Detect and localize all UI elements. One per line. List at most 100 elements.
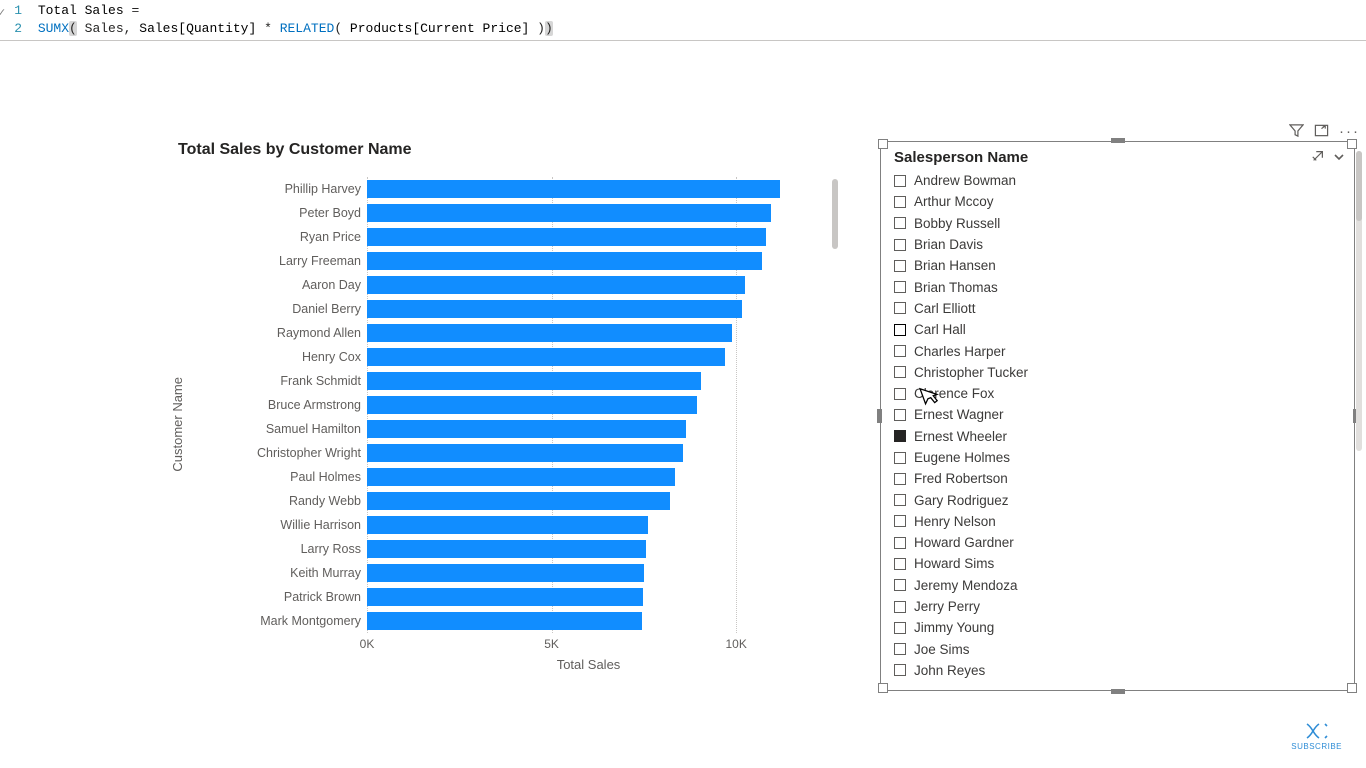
slicer-item[interactable]: Jimmy Young: [894, 617, 1345, 638]
bar-fill[interactable]: [367, 276, 745, 294]
dax-formula-bar[interactable]: ✓ 1 Total Sales = 2 SUMX( Sales, Sales[Q…: [0, 0, 1366, 41]
slicer-item[interactable]: Eugene Holmes: [894, 447, 1345, 468]
slicer-item[interactable]: Fred Robertson: [894, 468, 1345, 489]
clear-selections-icon[interactable]: [1311, 149, 1325, 166]
more-options-icon[interactable]: ···: [1339, 123, 1360, 142]
slicer-item[interactable]: Joe Sims: [894, 639, 1345, 660]
slicer-item[interactable]: Charles Harper: [894, 340, 1345, 361]
slicer-checkbox[interactable]: [894, 302, 906, 314]
bar-fill[interactable]: [367, 516, 648, 534]
bar-fill[interactable]: [367, 324, 732, 342]
slicer-checkbox[interactable]: [894, 175, 906, 187]
resize-handle[interactable]: [878, 683, 888, 693]
resize-handle[interactable]: [1347, 683, 1357, 693]
slicer-item[interactable]: Gary Rodriguez: [894, 489, 1345, 510]
formula-line-2[interactable]: 2 SUMX( Sales, Sales[Quantity] * RELATED…: [4, 20, 1362, 38]
slicer-item[interactable]: Carl Hall: [894, 319, 1345, 340]
bar-row[interactable]: Keith Murray: [191, 561, 810, 585]
bar-row[interactable]: Willie Harrison: [191, 513, 810, 537]
slicer-item[interactable]: Ernest Wagner: [894, 404, 1345, 425]
bar-row[interactable]: Mark Montgomery: [191, 609, 810, 633]
bar-row[interactable]: Christopher Wright: [191, 441, 810, 465]
bar-fill[interactable]: [367, 180, 780, 198]
slicer-item[interactable]: Henry Nelson: [894, 511, 1345, 532]
slicer-checkbox[interactable]: [894, 537, 906, 549]
slicer-item[interactable]: John Reyes: [894, 660, 1345, 681]
slicer-checkbox[interactable]: [894, 473, 906, 485]
report-canvas[interactable]: ··· Total Sales by Customer Name Custome…: [0, 41, 1366, 765]
bar-row[interactable]: Aaron Day: [191, 273, 810, 297]
bar-row[interactable]: Larry Freeman: [191, 249, 810, 273]
bar-row[interactable]: Larry Ross: [191, 537, 810, 561]
focus-mode-icon[interactable]: [1314, 123, 1329, 142]
slicer-item[interactable]: Andrew Bowman: [894, 170, 1345, 191]
bar-chart-visual[interactable]: Total Sales by Customer Name Customer Na…: [170, 141, 810, 672]
bar-fill[interactable]: [367, 540, 646, 558]
slicer-item[interactable]: Christopher Tucker: [894, 362, 1345, 383]
slicer-item[interactable]: Jerry Perry: [894, 596, 1345, 617]
bar-row[interactable]: Henry Cox: [191, 345, 810, 369]
bar-row[interactable]: Bruce Armstrong: [191, 393, 810, 417]
slicer-item[interactable]: Carl Elliott: [894, 298, 1345, 319]
slicer-item[interactable]: Clarence Fox: [894, 383, 1345, 404]
bar-fill[interactable]: [367, 588, 643, 606]
slicer-checkbox[interactable]: [894, 239, 906, 251]
bar-fill[interactable]: [367, 612, 642, 630]
filter-icon[interactable]: [1289, 123, 1304, 142]
formula-line-1[interactable]: 1 Total Sales =: [4, 2, 1362, 20]
bar-row[interactable]: Patrick Brown: [191, 585, 810, 609]
bar-row[interactable]: Frank Schmidt: [191, 369, 810, 393]
slicer-checkbox[interactable]: [894, 345, 906, 357]
bar-row[interactable]: Randy Webb: [191, 489, 810, 513]
slicer-checkbox[interactable]: [894, 430, 906, 442]
bar-row[interactable]: Samuel Hamilton: [191, 417, 810, 441]
slicer-checkbox[interactable]: [894, 217, 906, 229]
bar-row[interactable]: Peter Boyd: [191, 201, 810, 225]
bar-fill[interactable]: [367, 300, 742, 318]
chevron-down-icon[interactable]: [1333, 150, 1345, 166]
chart-vertical-scrollbar[interactable]: [832, 179, 838, 249]
slicer-checkbox[interactable]: [894, 260, 906, 272]
bar-fill[interactable]: [367, 396, 697, 414]
slicer-checkbox[interactable]: [894, 643, 906, 655]
bar-fill[interactable]: [367, 420, 686, 438]
slicer-checkbox[interactable]: [894, 196, 906, 208]
slicer-checkbox[interactable]: [894, 388, 906, 400]
bar-row[interactable]: Paul Holmes: [191, 465, 810, 489]
slicer-checkbox[interactable]: [894, 515, 906, 527]
slicer-item[interactable]: Howard Sims: [894, 553, 1345, 574]
slicer-checkbox[interactable]: [894, 281, 906, 293]
bar-fill[interactable]: [367, 228, 766, 246]
slicer-checkbox[interactable]: [894, 622, 906, 634]
slicer-checkbox[interactable]: [894, 494, 906, 506]
bar-fill[interactable]: [367, 348, 725, 366]
slicer-item[interactable]: Brian Davis: [894, 234, 1345, 255]
slicer-item[interactable]: Brian Thomas: [894, 276, 1345, 297]
bar-row[interactable]: Phillip Harvey: [191, 177, 810, 201]
slicer-item[interactable]: Brian Hansen: [894, 255, 1345, 276]
slicer-checkbox[interactable]: [894, 579, 906, 591]
slicer-checkbox[interactable]: [894, 558, 906, 570]
bar-fill[interactable]: [367, 372, 701, 390]
bar-row[interactable]: Daniel Berry: [191, 297, 810, 321]
slicer-item[interactable]: Bobby Russell: [894, 213, 1345, 234]
bar-row[interactable]: Raymond Allen: [191, 321, 810, 345]
scrollbar-thumb[interactable]: [1356, 151, 1362, 221]
bar-fill[interactable]: [367, 204, 771, 222]
resize-handle[interactable]: [1111, 689, 1125, 694]
slicer-item[interactable]: Ernest Wheeler: [894, 426, 1345, 447]
bar-fill[interactable]: [367, 492, 670, 510]
slicer-checkbox[interactable]: [894, 601, 906, 613]
slicer-checkbox[interactable]: [894, 452, 906, 464]
slicer-item[interactable]: Arthur Mccoy: [894, 191, 1345, 212]
slicer-checkbox[interactable]: [894, 324, 906, 336]
bar-fill[interactable]: [367, 564, 644, 582]
formula-commit-check-icon[interactable]: ✓: [0, 4, 5, 22]
slicer-item[interactable]: Jeremy Mendoza: [894, 575, 1345, 596]
slicer-checkbox[interactable]: [894, 664, 906, 676]
slicer-checkbox[interactable]: [894, 366, 906, 378]
bar-fill[interactable]: [367, 468, 675, 486]
slicer-item[interactable]: Howard Gardner: [894, 532, 1345, 553]
bar-row[interactable]: Ryan Price: [191, 225, 810, 249]
slicer-checkbox[interactable]: [894, 409, 906, 421]
